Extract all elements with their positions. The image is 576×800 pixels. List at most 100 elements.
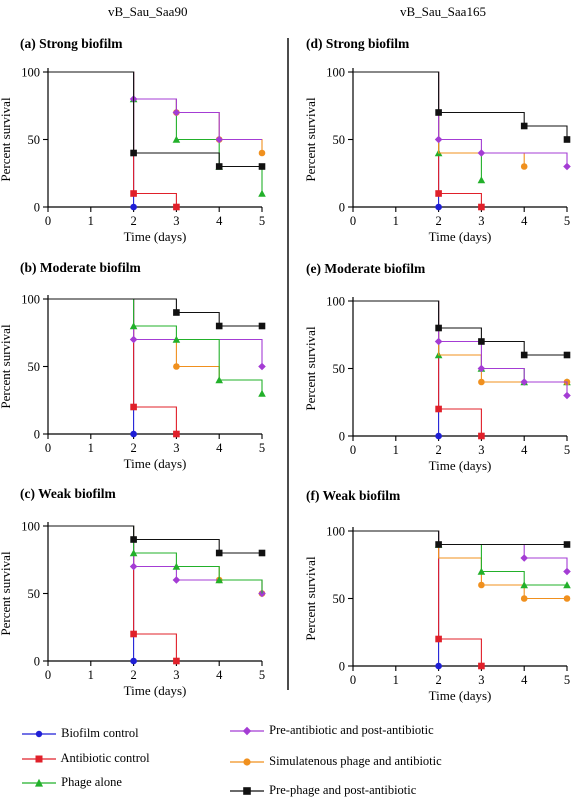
- series: [48, 525, 266, 557]
- x-tick-label: 1: [88, 668, 94, 682]
- data-point: [477, 364, 486, 373]
- series: [48, 71, 137, 211]
- x-tick-label: 2: [435, 443, 441, 457]
- legend-label: Antibiotic control: [60, 751, 150, 765]
- data-point: [129, 335, 138, 344]
- x-tick-label: 3: [173, 441, 179, 455]
- data-point: [173, 309, 180, 316]
- series-line: [48, 525, 262, 554]
- x-axis-title: Time (days): [429, 688, 492, 703]
- y-tick-label: 0: [339, 201, 345, 215]
- x-tick-label: 2: [130, 668, 136, 682]
- series-line: [353, 530, 440, 666]
- data-point: [520, 378, 528, 386]
- legend-swatch: [22, 730, 56, 738]
- series-line: [48, 71, 177, 207]
- data-point: [215, 322, 223, 330]
- series-line: [353, 300, 482, 436]
- x-axis-title: Time (days): [124, 683, 187, 698]
- x-tick-label: 2: [435, 673, 441, 687]
- chart-panel: (f) Weak biofilm 0 50 100 0 1 2 3 4 5 Time (days) P…: [303, 488, 571, 703]
- data-point: [563, 581, 571, 589]
- x-tick-label: 5: [564, 214, 570, 228]
- panel-title: (f) Weak biofilm: [306, 488, 401, 503]
- series-line: [48, 298, 262, 327]
- y-tick-label: 50: [333, 592, 346, 606]
- x-tick-label: 5: [259, 441, 265, 455]
- y-tick-label: 100: [21, 293, 40, 307]
- chart-panel: (a) Strong biofilm 0 50 100 0 1 2 3 4 5 Time (days…: [0, 36, 266, 244]
- legend-item-phage-alone: Phage alone: [20, 775, 122, 790]
- series-line: [353, 530, 567, 600]
- legend-swatch: [22, 778, 56, 787]
- series: [48, 298, 266, 330]
- series-line: [353, 71, 568, 167]
- chart-panel: (e) Moderate biofilm 0 50 100 0 1 2 3 4 5 Time (da…: [303, 261, 571, 473]
- data-point: [563, 541, 571, 548]
- data-point: [130, 430, 137, 438]
- y-axis-title: Percent survival: [303, 97, 318, 182]
- x-tick-label: 0: [45, 441, 51, 455]
- series: [353, 530, 571, 602]
- data-point: [258, 189, 266, 197]
- data-point: [434, 135, 443, 144]
- series-line: [48, 525, 135, 661]
- series-line: [48, 525, 177, 661]
- series-line: [48, 298, 135, 434]
- legend-label: Biofilm control: [61, 726, 139, 740]
- panel-title: (e) Moderate biofilm: [306, 261, 426, 276]
- y-axis-title: Percent survival: [0, 551, 13, 636]
- data-point: [215, 163, 223, 170]
- x-tick-label: 2: [130, 214, 136, 228]
- legend-label: Pre-phage and post-antibiotic: [269, 783, 417, 797]
- data-point: [172, 335, 181, 343]
- data-point: [215, 376, 223, 384]
- panel-title: (a) Strong biofilm: [20, 36, 123, 51]
- x-tick-label: 1: [393, 214, 399, 228]
- x-tick-label: 0: [350, 443, 356, 457]
- x-tick-label: 3: [478, 673, 484, 687]
- data-point: [258, 149, 266, 157]
- series-line: [353, 300, 568, 396]
- x-tick-label: 4: [216, 441, 223, 455]
- y-tick-label: 100: [326, 525, 345, 539]
- legend-swatch: [230, 758, 264, 766]
- data-point: [435, 324, 442, 332]
- data-point: [563, 136, 571, 143]
- series: [48, 71, 266, 197]
- series: [48, 71, 266, 170]
- series: [353, 71, 571, 171]
- data-point: [258, 362, 266, 371]
- x-tick-label: 1: [393, 443, 399, 457]
- y-tick-label: 50: [28, 360, 41, 374]
- series: [48, 71, 180, 211]
- data-point: [478, 338, 485, 345]
- column-title-left: vB_Sau_Saa90: [108, 4, 188, 19]
- y-tick-label: 0: [34, 428, 40, 442]
- data-point: [478, 378, 485, 386]
- series: [353, 300, 571, 400]
- data-point: [520, 163, 528, 170]
- legend-item-pre-antibiotic: Pre-antibiotic and post-antibiotic: [228, 723, 434, 738]
- data-point: [172, 562, 181, 570]
- x-axis-title: Time (days): [429, 458, 492, 473]
- panel-title: (d) Strong biofilm: [306, 36, 410, 51]
- data-point: [172, 108, 181, 117]
- y-tick-label: 50: [333, 133, 346, 147]
- data-point: [172, 576, 181, 584]
- series-line: [48, 71, 263, 194]
- x-tick-label: 0: [45, 668, 51, 682]
- series-line: [353, 530, 568, 572]
- series: [353, 530, 442, 670]
- y-tick-label: 100: [326, 66, 345, 80]
- series-line: [48, 298, 263, 367]
- data-point: [478, 203, 485, 211]
- series: [48, 71, 262, 144]
- series-line: [353, 71, 482, 180]
- data-point: [563, 595, 571, 602]
- data-point: [477, 176, 486, 184]
- series: [48, 525, 266, 597]
- x-tick-label: 1: [393, 673, 399, 687]
- y-axis-title: Percent survival: [0, 97, 13, 182]
- series-line: [353, 530, 482, 666]
